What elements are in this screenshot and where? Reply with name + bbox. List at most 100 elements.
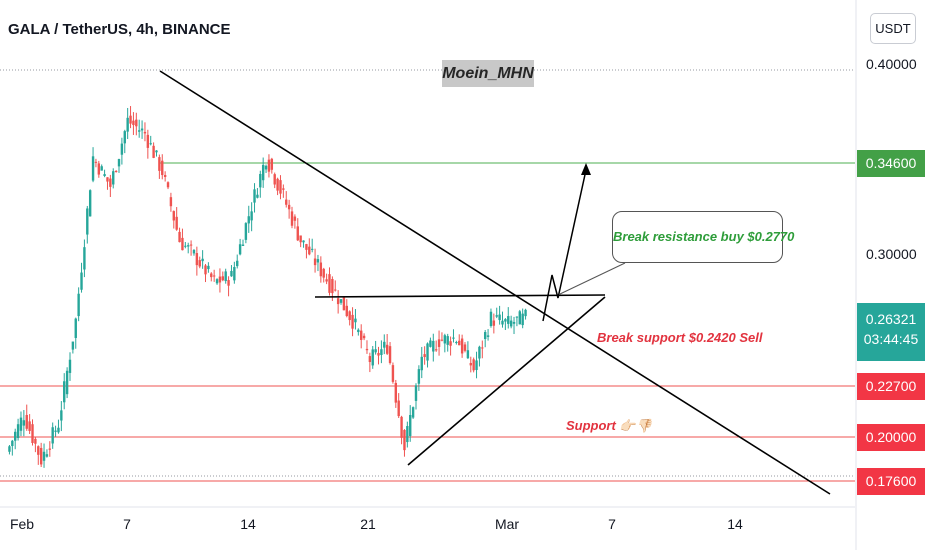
candle-body[interactable] [259,173,262,188]
candle-body[interactable] [247,216,250,224]
candle-body[interactable] [483,332,487,340]
candle-body[interactable] [238,244,242,255]
candle-body[interactable] [452,337,455,339]
candle-body[interactable] [210,273,213,278]
candle-body[interactable] [371,349,374,366]
candle-body[interactable] [498,314,501,321]
candle-body[interactable] [86,208,89,235]
candle-body[interactable] [276,178,279,191]
candle-body[interactable] [316,259,320,263]
candle-body[interactable] [204,265,207,275]
candle-body[interactable] [155,150,158,153]
candle-body[interactable] [394,382,398,403]
candle-body[interactable] [334,289,337,291]
candle-body[interactable] [83,247,86,270]
candle-body[interactable] [374,349,377,353]
candle-body[interactable] [158,157,161,171]
candle-body[interactable] [100,166,103,171]
candle-body[interactable] [117,159,121,167]
candle-body[interactable] [201,258,204,262]
candle-body[interactable] [192,249,196,254]
candle-body[interactable] [524,309,527,317]
candle-body[interactable] [342,296,346,311]
candle-body[interactable] [339,299,343,303]
candle-body[interactable] [383,341,386,348]
candle-body[interactable] [187,245,190,247]
candle-body[interactable] [256,194,259,198]
candle-body[interactable] [143,131,147,134]
candle-body[interactable] [426,343,429,361]
candle-body[interactable] [308,246,311,255]
candle-body[interactable] [39,447,43,465]
candle-body[interactable] [169,197,173,207]
candle-body[interactable] [178,231,181,243]
candle-body[interactable] [74,318,77,338]
candle-body[interactable] [71,341,75,350]
candle-body[interactable] [184,245,187,247]
candle-body[interactable] [368,356,372,363]
candle-body[interactable] [397,400,400,417]
candle-body[interactable] [377,352,380,356]
candle-body[interactable] [472,359,475,371]
candle-body[interactable] [302,240,305,243]
candle-body[interactable] [68,359,72,373]
candle-body[interactable] [409,414,412,437]
candle-body[interactable] [305,244,308,250]
currency-button[interactable]: USDT [870,13,916,44]
candle-body[interactable] [411,407,415,418]
candle-body[interactable] [290,211,294,226]
candle-body[interactable] [212,275,216,277]
candle-body[interactable] [163,174,167,177]
candle-body[interactable] [31,424,34,444]
candle-body[interactable] [466,350,470,359]
candle-body[interactable] [504,319,507,322]
projection-path[interactable] [542,169,587,322]
candle-body[interactable] [88,190,92,217]
candle-body[interactable] [331,278,334,294]
candle-body[interactable] [357,329,360,333]
candle-body[interactable] [446,336,449,345]
candle-body[interactable] [492,320,496,326]
candle-body[interactable] [432,340,435,352]
uptrend-line[interactable] [407,296,606,466]
candle-body[interactable] [28,421,31,431]
candle-body[interactable] [495,315,498,317]
candle-body[interactable] [414,385,418,401]
candle-body[interactable] [429,340,432,347]
candle-body[interactable] [120,143,124,155]
candle-body[interactable] [114,170,118,172]
candle-body[interactable] [60,410,63,421]
candle-body[interactable] [250,211,253,221]
candle-body[interactable] [469,362,472,366]
candle-body[interactable] [486,335,490,337]
candle-body[interactable] [336,298,340,305]
candle-body[interactable] [236,260,239,267]
candle-body[interactable] [354,318,357,323]
candle-body[interactable] [106,177,109,182]
candle-body[interactable] [282,188,285,190]
candle-body[interactable] [293,216,297,221]
candle-body[interactable] [37,446,40,455]
candle-body[interactable] [241,244,245,246]
candle-body[interactable] [521,313,524,326]
downtrend-line[interactable] [159,70,831,495]
candle-body[interactable] [109,178,112,187]
candle-body[interactable] [221,276,225,281]
candle-body[interactable] [135,119,138,127]
candle-body[interactable] [42,451,46,461]
candle-body[interactable] [509,320,513,327]
candle-body[interactable] [267,159,271,172]
candle-body[interactable] [175,216,178,230]
candle-body[interactable] [103,174,106,176]
candle-body[interactable] [489,311,493,327]
candle-body[interactable] [322,268,325,278]
candle-body[interactable] [460,338,464,354]
candle-body[interactable] [230,270,233,277]
candle-body[interactable] [264,165,268,170]
candle-body[interactable] [348,311,351,321]
candle-body[interactable] [8,446,11,452]
candle-body[interactable] [97,163,101,175]
candle-body[interactable] [172,211,175,221]
candle-body[interactable] [51,427,54,444]
candle-body[interactable] [501,320,504,325]
